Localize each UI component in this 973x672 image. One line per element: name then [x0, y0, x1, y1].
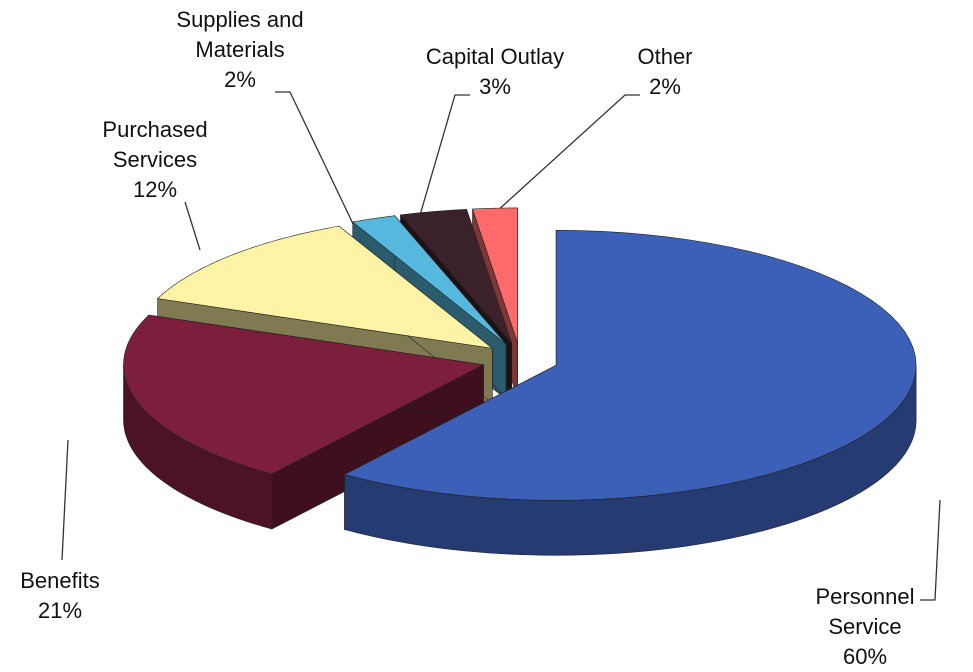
- slice-label: Supplies and Materials 2%: [165, 5, 315, 95]
- value-label: 21%: [37, 598, 83, 623]
- slice: [352, 215, 507, 345]
- leader-line: [417, 94, 470, 223]
- category-label: Capital Outlay: [425, 44, 565, 69]
- category-label: Other: [637, 44, 693, 69]
- slice-label: Personnel Service 60%: [790, 582, 940, 672]
- category-label: Supplies and Materials: [176, 7, 304, 62]
- leader-line: [920, 499, 941, 601]
- slice: [123, 314, 485, 475]
- slice: [343, 229, 917, 556]
- value-label: 60%: [842, 644, 888, 669]
- leader-line: [275, 91, 356, 229]
- leader-line: [61, 439, 69, 561]
- slice: [399, 209, 512, 344]
- slice: [156, 225, 494, 349]
- leader-line: [184, 201, 201, 251]
- value-label: 2%: [649, 74, 681, 99]
- category-label: Benefits: [20, 568, 100, 593]
- slice-label: Purchased Services 12%: [80, 115, 230, 205]
- leader-line: [484, 94, 640, 223]
- category-label: Purchased Services: [102, 117, 208, 172]
- slice: [343, 229, 917, 501]
- slice-label: Capital Outlay 3%: [395, 42, 595, 102]
- slice: [472, 207, 518, 344]
- slice-label: Other 2%: [600, 42, 730, 102]
- slice: [123, 314, 485, 530]
- category-label: Personnel Service: [815, 584, 915, 639]
- value-label: 12%: [132, 177, 178, 202]
- leaders: [61, 91, 941, 601]
- slice-label: Benefits 21%: [0, 566, 120, 626]
- value-label: 2%: [224, 67, 256, 92]
- value-label: 3%: [479, 74, 511, 99]
